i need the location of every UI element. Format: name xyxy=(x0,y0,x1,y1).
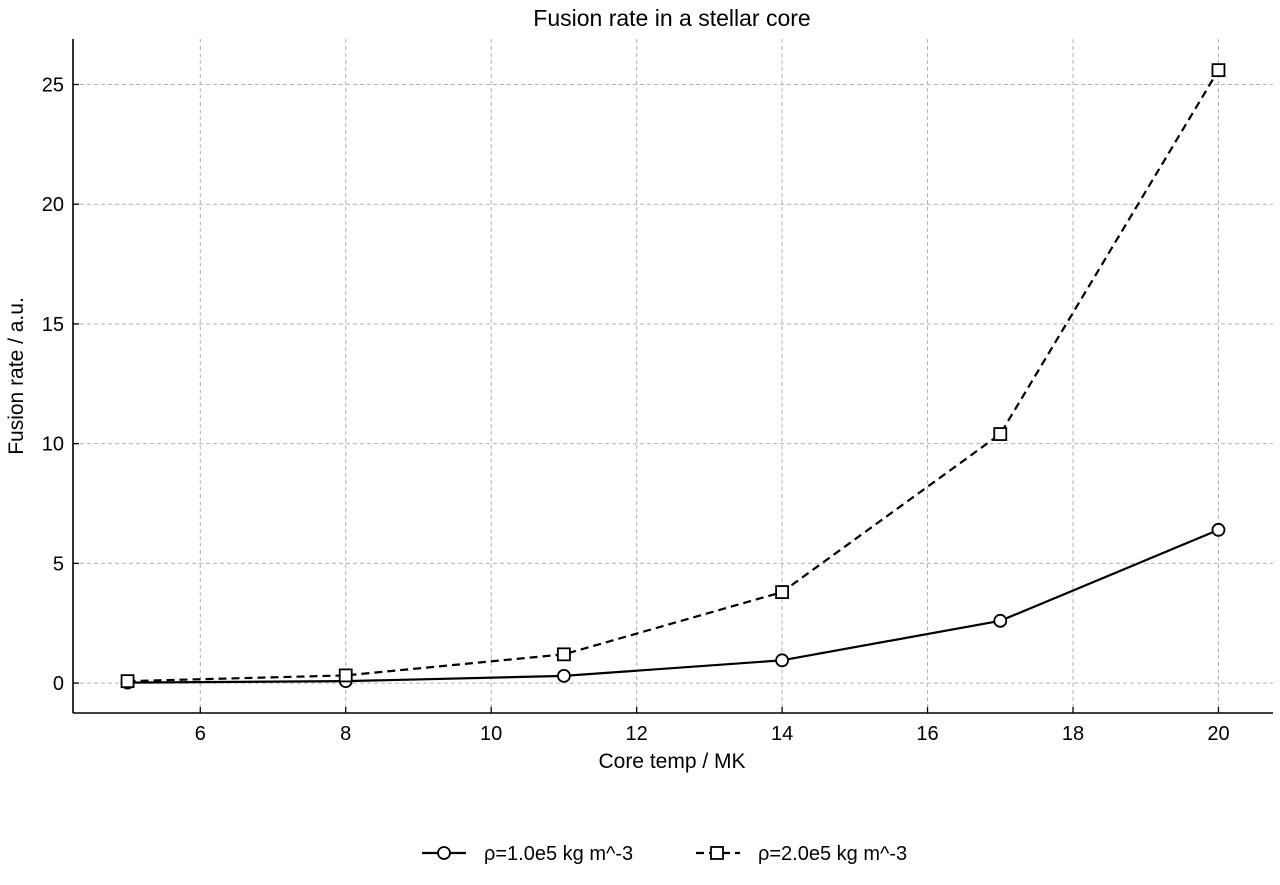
legend: ρ=1.0e5 kg m^-3 ρ=2.0e5 kg m^-3 xyxy=(422,843,907,865)
legend-label-series-1: ρ=1.0e5 kg m^-3 xyxy=(484,843,633,865)
x-tick-label: 8 xyxy=(340,723,351,745)
data-point-series-2 xyxy=(338,668,353,683)
y-tick-label: 0 xyxy=(53,673,64,695)
y-tick-label: 5 xyxy=(53,553,64,575)
data-point-series-2 xyxy=(775,585,789,599)
x-tick-label: 20 xyxy=(1207,723,1229,745)
x-axis-label: Core temp / MK xyxy=(598,750,745,773)
ticks: 6 8 10 12 14 16 18 20 0 5 10 15 20 25 xyxy=(42,74,1230,745)
data-point-series-2 xyxy=(1211,63,1226,78)
y-tick-label: 25 xyxy=(42,74,64,96)
x-tick-label: 6 xyxy=(195,723,206,745)
grid xyxy=(73,39,1273,713)
data-point-series-1 xyxy=(993,613,1008,628)
data-point-series-1 xyxy=(557,668,571,683)
x-tick-label: 10 xyxy=(480,723,502,745)
data-point-series-2 xyxy=(993,427,1008,441)
y-tick-label: 15 xyxy=(42,314,64,336)
y-tick-label: 10 xyxy=(42,434,64,456)
y-tick-label: 20 xyxy=(42,194,64,216)
series-line-2 xyxy=(127,69,1220,683)
legend-marker-series-2 xyxy=(710,846,724,860)
x-tick-label: 14 xyxy=(771,723,793,745)
legend-item-series-1: ρ=1.0e5 kg m^-3 xyxy=(422,843,633,865)
legend-item-series-2: ρ=2.0e5 kg m^-3 xyxy=(696,843,907,865)
series-line-1 xyxy=(127,528,1219,684)
x-tick-label: 16 xyxy=(916,723,938,745)
series xyxy=(120,63,1226,690)
x-tick-label: 18 xyxy=(1062,723,1084,745)
data-point-series-1 xyxy=(775,653,789,668)
legend-label-series-2: ρ=2.0e5 kg m^-3 xyxy=(758,843,907,865)
y-axis-label: Fusion rate / a.u. xyxy=(5,297,28,455)
x-tick-label: 12 xyxy=(626,723,648,745)
data-point-series-1 xyxy=(1211,522,1226,537)
chart-title: Fusion rate in a stellar core xyxy=(533,5,810,31)
data-point-series-2 xyxy=(120,674,135,689)
legend-marker-series-1 xyxy=(437,846,451,860)
axes xyxy=(72,39,1273,714)
data-point-series-2 xyxy=(557,647,571,662)
